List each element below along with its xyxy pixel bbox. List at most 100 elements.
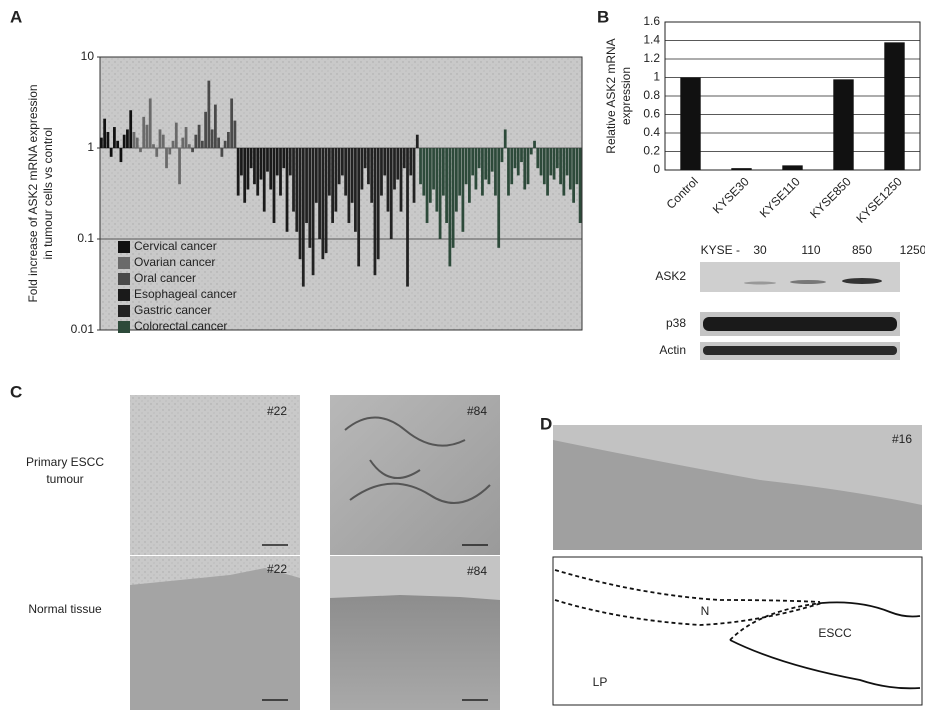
bar (422, 148, 426, 196)
bar (334, 148, 338, 212)
row-label: p38 (666, 316, 686, 330)
bar (441, 148, 445, 196)
bar (292, 148, 295, 212)
legend-swatch (118, 289, 130, 301)
bar (122, 134, 126, 148)
bar (461, 148, 465, 232)
y-axis-label: in tumour cells vs control (41, 127, 55, 259)
bar (529, 148, 533, 155)
bar (230, 98, 234, 148)
y-tick-label: 10 (81, 49, 95, 63)
bar (109, 148, 113, 157)
bar (194, 134, 198, 148)
bar (389, 148, 393, 239)
panel-letter: C (10, 382, 22, 401)
bar (116, 140, 120, 148)
lane-label: 850 (852, 243, 872, 257)
tissue (553, 440, 922, 550)
bar (132, 131, 136, 148)
bar (454, 148, 458, 212)
lane-label: 1250 (900, 243, 925, 257)
bar (223, 140, 227, 148)
bar (578, 148, 582, 223)
y-tick-label: 1.4 (643, 33, 660, 47)
bar (782, 165, 803, 170)
bar (552, 148, 556, 180)
y-tick-label: 1.6 (643, 14, 660, 28)
band (703, 346, 897, 355)
bar (487, 148, 491, 185)
row-label: Actin (659, 343, 686, 357)
bar (471, 148, 475, 176)
lane-label: 30 (753, 243, 767, 257)
bar (360, 148, 364, 190)
bar (327, 148, 331, 196)
y-tick-label: 1.2 (643, 51, 660, 65)
bar (477, 148, 481, 169)
bar (135, 137, 139, 148)
bar (243, 148, 247, 203)
bar (347, 148, 351, 223)
bar (438, 148, 442, 239)
micrograph (330, 395, 500, 555)
bar (572, 148, 575, 203)
bar (301, 148, 305, 287)
legend-swatch (118, 241, 130, 253)
bar (200, 140, 204, 148)
bar (481, 148, 484, 196)
bar (370, 148, 374, 203)
blot-strip (700, 262, 900, 292)
x-tick-label: KYSE30 (710, 174, 752, 216)
panel-letter: B (597, 7, 609, 26)
legend-label: Oral cancer (134, 271, 196, 285)
bar (311, 148, 315, 276)
bar (236, 148, 240, 196)
x-tick-label: KYSE110 (757, 174, 803, 220)
bar (288, 148, 292, 176)
panel-letter: D (540, 414, 552, 433)
bar (171, 140, 175, 148)
bar (119, 148, 123, 163)
bar (155, 148, 159, 157)
bar (680, 77, 701, 170)
bar (435, 148, 439, 212)
bar (139, 148, 142, 153)
blot-header: KYSE - (701, 243, 740, 257)
bar (383, 148, 387, 176)
bar (412, 148, 416, 203)
y-tick-label: 0.1 (77, 231, 94, 245)
bar (399, 148, 403, 212)
bar (474, 148, 478, 190)
micrograph (130, 395, 300, 555)
bar (448, 148, 452, 267)
band (842, 278, 882, 284)
bar (161, 134, 165, 148)
plot-area (99, 56, 583, 331)
bar (575, 148, 579, 185)
bar (402, 148, 406, 169)
bar (152, 144, 155, 148)
tissue (330, 595, 500, 710)
region-label: LP (593, 675, 608, 689)
bar (165, 148, 168, 169)
lane-label: 110 (801, 243, 820, 257)
legend-label: Esophageal cancer (134, 287, 237, 301)
bar (884, 42, 905, 170)
bar (425, 148, 429, 223)
bar (324, 148, 328, 254)
panel-letter: A (10, 7, 22, 26)
bar (536, 148, 540, 169)
bar (337, 148, 341, 185)
bar (204, 111, 207, 148)
region-label: ESCC (818, 626, 852, 640)
bar (331, 148, 334, 223)
bar (100, 137, 103, 148)
bar (520, 148, 523, 163)
legend-swatch (118, 321, 130, 333)
western-blot (700, 262, 900, 360)
y-axis-label: expression (619, 67, 633, 125)
bar (380, 148, 383, 196)
row-label: ASK2 (655, 269, 686, 283)
bar (555, 148, 559, 169)
